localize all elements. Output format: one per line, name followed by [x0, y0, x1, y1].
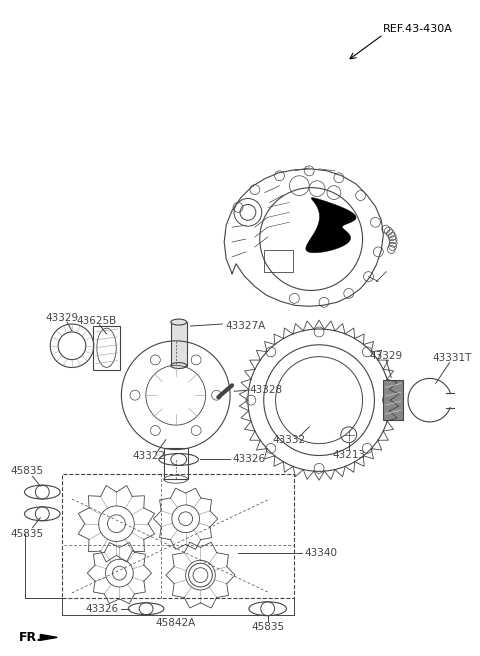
Text: 43332: 43332 [273, 435, 306, 445]
Bar [171, 322, 187, 365]
Bar [264, 250, 293, 272]
Text: 43625B: 43625B [76, 316, 117, 326]
Ellipse shape [171, 363, 187, 369]
Bar [164, 447, 188, 480]
Text: 43328: 43328 [250, 385, 283, 396]
Text: 43326: 43326 [232, 455, 265, 464]
Bar [62, 474, 294, 598]
Polygon shape [306, 197, 356, 253]
Text: 43326: 43326 [85, 604, 118, 614]
Bar [93, 326, 120, 369]
Text: 43329: 43329 [46, 313, 79, 323]
Text: 45835: 45835 [251, 623, 284, 632]
Text: 43340: 43340 [304, 548, 337, 558]
Text: 43329: 43329 [370, 351, 403, 361]
Text: 43331T: 43331T [433, 353, 472, 363]
Text: REF.43-430A: REF.43-430A [384, 24, 453, 35]
Text: 45842A: 45842A [156, 617, 196, 628]
Text: 43213: 43213 [332, 449, 365, 459]
Text: FR.: FR. [19, 631, 42, 644]
Text: 43327A: 43327A [225, 321, 265, 331]
Bar [384, 380, 403, 420]
Text: 45835: 45835 [11, 466, 44, 476]
Text: 43322: 43322 [132, 451, 166, 461]
Ellipse shape [171, 319, 187, 325]
Text: 45835: 45835 [11, 529, 44, 539]
Polygon shape [40, 634, 57, 640]
